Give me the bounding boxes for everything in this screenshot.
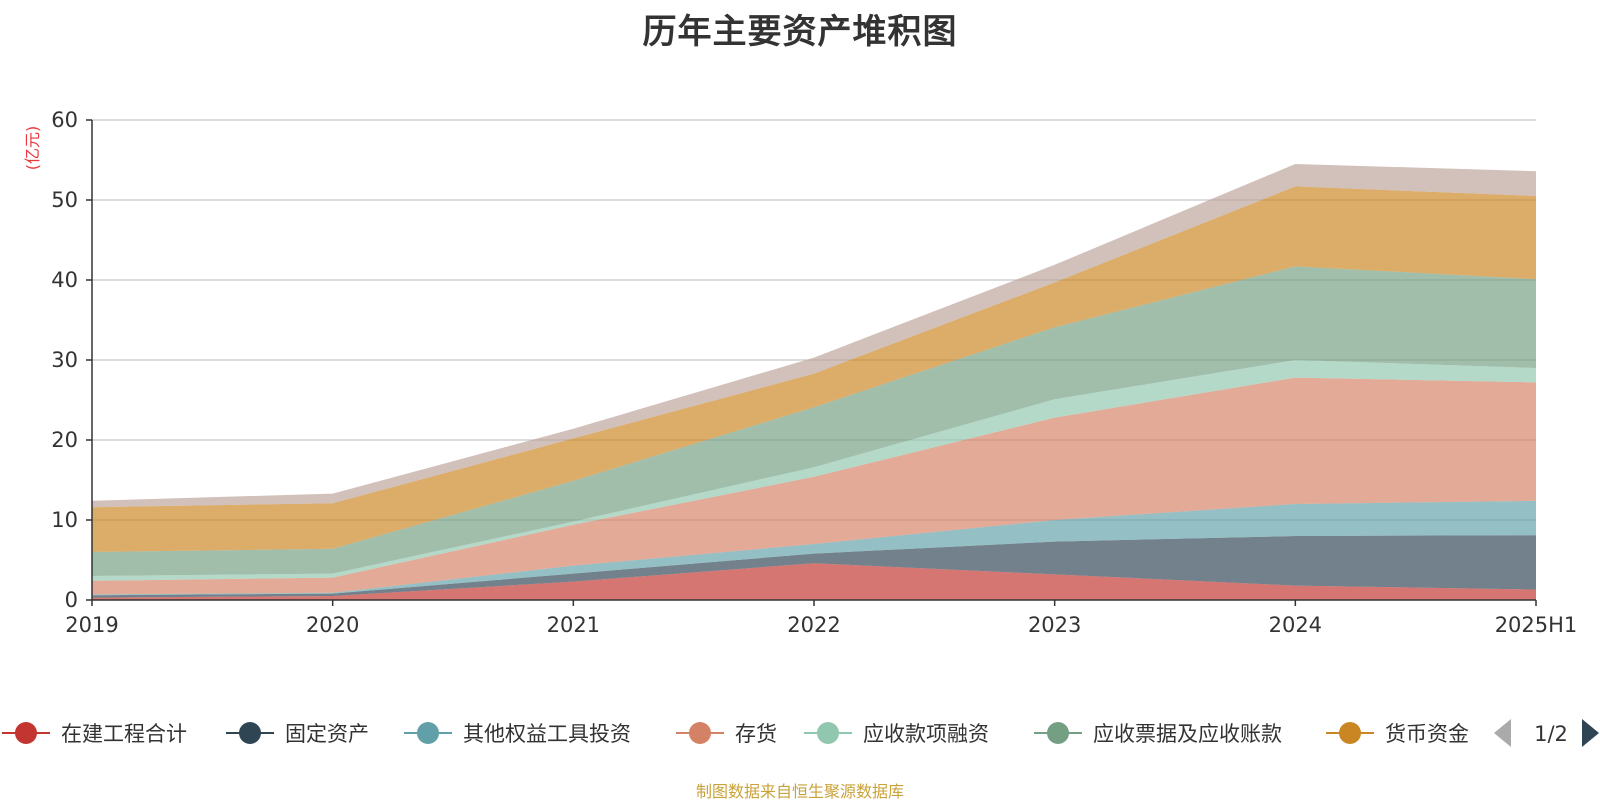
legend-prev-page-icon[interactable] <box>1494 719 1511 747</box>
legend-label-1: 固定资产 <box>285 722 369 746</box>
area-series-1[interactable] <box>92 535 1536 598</box>
legend-item-2[interactable]: 其他权益工具投资 <box>404 722 631 746</box>
area-series-0[interactable] <box>92 563 1536 600</box>
y-tick-label-60: 60 <box>51 108 78 132</box>
stacked-areas <box>92 164 1536 600</box>
legend-item-0[interactable]: 在建工程合计 <box>2 722 187 746</box>
area-series-6[interactable] <box>92 186 1536 552</box>
legend-label-4: 应收款项融资 <box>863 722 989 746</box>
axes: 0 10 20 30 40 50 60 2019 2020 2021 2022 2023 2024 202… <box>51 108 1577 637</box>
legend-marker-4 <box>817 722 839 744</box>
legend-label-6: 货币资金 <box>1385 722 1469 746</box>
legend-label-2: 其他权益工具投资 <box>463 722 631 746</box>
legend-item-6[interactable]: 货币资金 <box>1326 722 1469 746</box>
y-tick-label-40: 40 <box>51 268 78 292</box>
legend-marker-6 <box>1339 722 1361 744</box>
y-axis-unit-label: (亿元) <box>23 126 42 171</box>
area-series-2[interactable] <box>92 500 1536 596</box>
x-tick-label-6: 2025H1 <box>1495 613 1578 637</box>
y-tick-label-0: 0 <box>65 588 78 612</box>
y-tick-label-20: 20 <box>51 428 78 452</box>
source-note: 制图数据来自恒生聚源数据库 <box>695 782 904 801</box>
area-series-4[interactable] <box>92 360 1536 581</box>
legend-page-indicator: 1/2 <box>1534 722 1568 746</box>
legend-marker-5 <box>1047 722 1069 744</box>
legend-item-3[interactable]: 存货 <box>676 722 777 746</box>
chart-title: 历年主要资产堆积图 <box>642 12 958 52</box>
legend-item-4[interactable]: 应收款项融资 <box>804 722 989 746</box>
x-tick-label-5: 2024 <box>1269 613 1322 637</box>
legend-item-1[interactable]: 固定资产 <box>226 722 369 746</box>
legend-next-page-icon[interactable] <box>1582 719 1599 747</box>
legend-label-3: 存货 <box>735 722 777 746</box>
x-tick-label-3: 2022 <box>787 613 840 637</box>
y-tick-label-50: 50 <box>51 188 78 212</box>
legend-marker-0 <box>15 722 37 744</box>
legend-label-5: 应收票据及应收账款 <box>1093 722 1282 746</box>
y-tick-label-30: 30 <box>51 348 78 372</box>
legend-item-5[interactable]: 应收票据及应收账款 <box>1034 722 1282 746</box>
area-series-5[interactable] <box>92 266 1536 576</box>
y-tick-label-10: 10 <box>51 508 78 532</box>
x-tick-label-0: 2019 <box>65 613 118 637</box>
x-tick-label-4: 2023 <box>1028 613 1081 637</box>
legend[interactable]: 在建工程合计 固定资产 其他权益工具投资 存货 应收款项融资 应收票据及应收账款 货币资金 1… <box>2 719 1599 747</box>
x-tick-label-1: 2020 <box>306 613 359 637</box>
legend-marker-3 <box>689 722 711 744</box>
legend-label-0: 在建工程合计 <box>61 722 187 746</box>
legend-marker-1 <box>239 722 261 744</box>
x-tick-label-2: 2021 <box>547 613 600 637</box>
area-series-3[interactable] <box>92 377 1536 595</box>
legend-marker-2 <box>417 722 439 744</box>
